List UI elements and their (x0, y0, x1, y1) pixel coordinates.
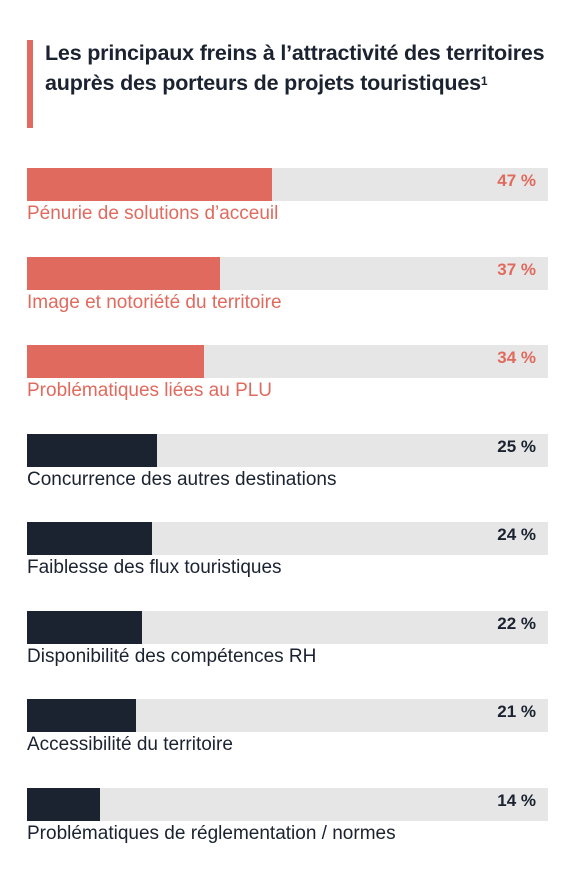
bar-category-label: Problématiques liées au PLU (27, 380, 273, 401)
bar-row: 47 % Pénurie de solutions d’acceuil (27, 168, 548, 238)
bar-track (27, 522, 548, 555)
bar-category-label: Disponibilité des compétences RH (27, 645, 317, 667)
bar (27, 610, 142, 644)
bar-track (27, 787, 548, 821)
bar (27, 345, 205, 378)
bar-value-label: 22 % (497, 613, 536, 633)
chart-title: Les principaux freins à l’attractivité d… (45, 38, 545, 98)
bar (27, 433, 158, 467)
bar (27, 522, 153, 555)
bar-track (27, 610, 548, 644)
bar-value-label: 34 % (497, 348, 536, 367)
bar-category-label: Pénurie de solutions d’acceuil (27, 203, 279, 224)
bar-row: 25 % Concurrence des autres destinations (27, 433, 548, 504)
bar-row: 24 % Faiblesse des flux touristiques (27, 522, 548, 592)
bar (27, 787, 100, 821)
bar-value-label: 25 % (497, 436, 536, 456)
title-accent-bar (27, 40, 33, 128)
bar-track (27, 433, 548, 467)
bar-track (27, 256, 548, 290)
bar-track (27, 345, 548, 378)
bar-value-label: 24 % (497, 525, 536, 544)
bar-row: 21 % Accessibilité du territoire (27, 699, 548, 769)
bar-category-label: Image et notoriété du territoire (27, 291, 282, 313)
bar-value-label: 47 % (497, 171, 536, 190)
bar-row: 22 % Disponibilité des compétences RH (27, 610, 548, 681)
bar-category-label: Problématiques de réglementation / norme… (27, 822, 396, 844)
chart-title-text: Les principaux freins à l’attractivité d… (45, 41, 545, 95)
bar-row: 37 % Image et notoriété du territoire (27, 256, 548, 327)
bar-track (27, 699, 548, 732)
bar-row: 34 % Problématiques liées au PLU (27, 345, 548, 415)
bar-value-label: 21 % (497, 702, 536, 721)
bar-category-label: Faiblesse des flux touristiques (27, 557, 282, 578)
bar-row: 14 % Problématiques de réglementation / n… (27, 787, 548, 858)
bar-category-label: Concurrence des autres destinations (27, 468, 337, 490)
bar-value-label: 37 % (497, 259, 536, 279)
bar (27, 256, 220, 290)
bar (27, 699, 137, 732)
bar (27, 168, 272, 201)
bar-value-label: 14 % (497, 790, 536, 810)
title-footnote-marker: 1 (480, 74, 488, 88)
bar-track (27, 168, 548, 201)
bar-category-label: Accessibilité du territoire (27, 734, 233, 755)
